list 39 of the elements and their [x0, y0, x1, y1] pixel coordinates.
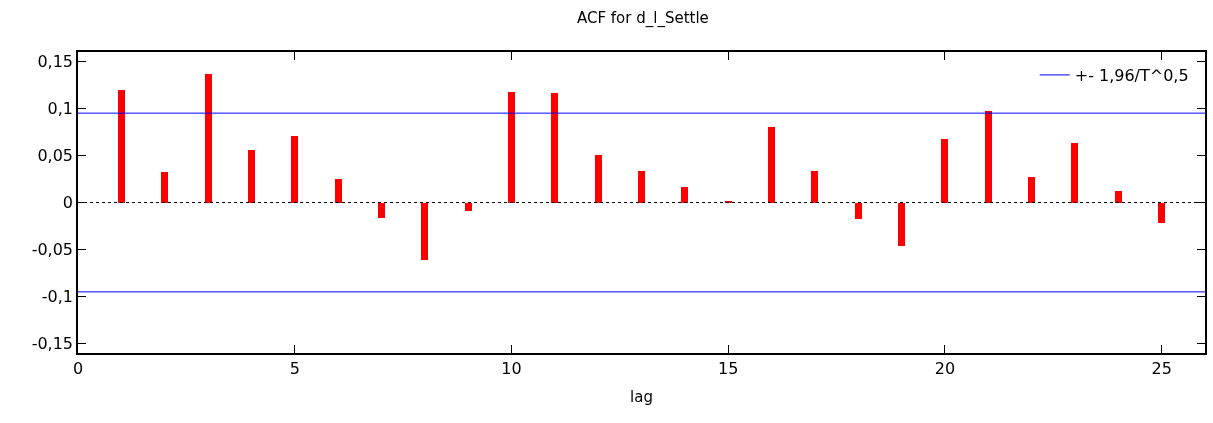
bar	[248, 150, 255, 203]
bar	[161, 172, 168, 203]
x-axis-title: lag	[630, 388, 653, 407]
bar	[118, 90, 125, 203]
bar	[898, 203, 905, 246]
bar	[1115, 191, 1122, 203]
bar	[768, 127, 775, 203]
x-tick-label: 25	[1151, 358, 1172, 378]
bar	[291, 136, 298, 203]
bar	[508, 92, 515, 203]
bar	[465, 203, 472, 211]
bar	[855, 203, 862, 219]
y-tick-label: -0,05	[31, 240, 74, 260]
bar	[1158, 203, 1165, 223]
bar	[985, 111, 992, 203]
y-tick-label: 0	[62, 193, 74, 213]
bar	[638, 171, 645, 203]
bar	[378, 203, 385, 218]
x-tick-label: 10	[501, 358, 522, 378]
bar	[811, 171, 818, 203]
bar	[551, 93, 558, 203]
chart-title: ACF for d_l_Settle	[576, 9, 709, 29]
bar	[595, 155, 602, 203]
bar	[335, 179, 342, 203]
y-tick-label: 0,05	[37, 146, 74, 166]
x-tick-label: 5	[289, 358, 300, 378]
y-tick-label: -0,15	[31, 334, 74, 354]
x-tick-label: 15	[718, 358, 739, 378]
bar	[1071, 143, 1078, 203]
y-tick-label: 0,15	[37, 52, 74, 72]
x-tick-label: 20	[934, 358, 956, 378]
bar	[681, 187, 688, 203]
y-tick-label: 0,1	[47, 99, 74, 119]
bar	[1028, 177, 1035, 203]
legend-label: +- 1,96/T^0,5	[1074, 66, 1189, 86]
bar	[941, 139, 948, 203]
y-tick-label: -0,1	[41, 287, 74, 307]
bar	[421, 203, 428, 260]
bar	[205, 74, 212, 203]
